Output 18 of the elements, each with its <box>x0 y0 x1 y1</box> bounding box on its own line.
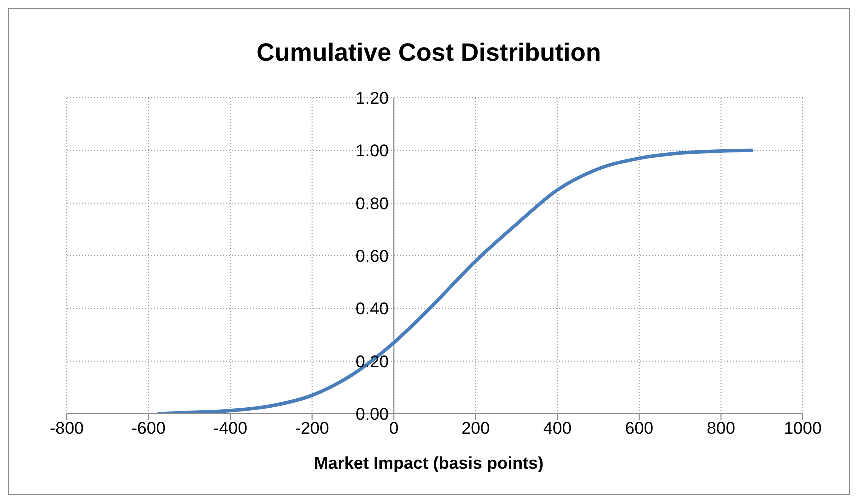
x-axis-title: Market Impact (basis points) <box>313 454 545 474</box>
y-tick-label: 1.20 <box>356 89 389 108</box>
x-tick-label: -600 <box>132 419 166 438</box>
x-tick-label: 1000 <box>784 419 822 438</box>
y-tick-label: 1.00 <box>356 142 389 161</box>
x-tick-label: 400 <box>543 419 572 438</box>
x-tick-label: 800 <box>707 419 736 438</box>
x-tick-label: 200 <box>462 419 490 438</box>
x-tick-label: -800 <box>50 419 84 438</box>
y-tick-label: 0.80 <box>356 194 389 214</box>
y-tick-label: 0.00 <box>356 405 389 424</box>
x-tick-label: -200 <box>295 419 330 438</box>
x-tick-label: -400 <box>214 419 248 438</box>
chart-title: Cumulative Cost Distribution <box>256 39 602 68</box>
y-tick-label: 0.40 <box>356 300 389 319</box>
x-tick-label: 600 <box>625 419 654 438</box>
x-tick-label: 0 <box>389 419 399 438</box>
y-tick-label: 0.60 <box>356 247 389 266</box>
